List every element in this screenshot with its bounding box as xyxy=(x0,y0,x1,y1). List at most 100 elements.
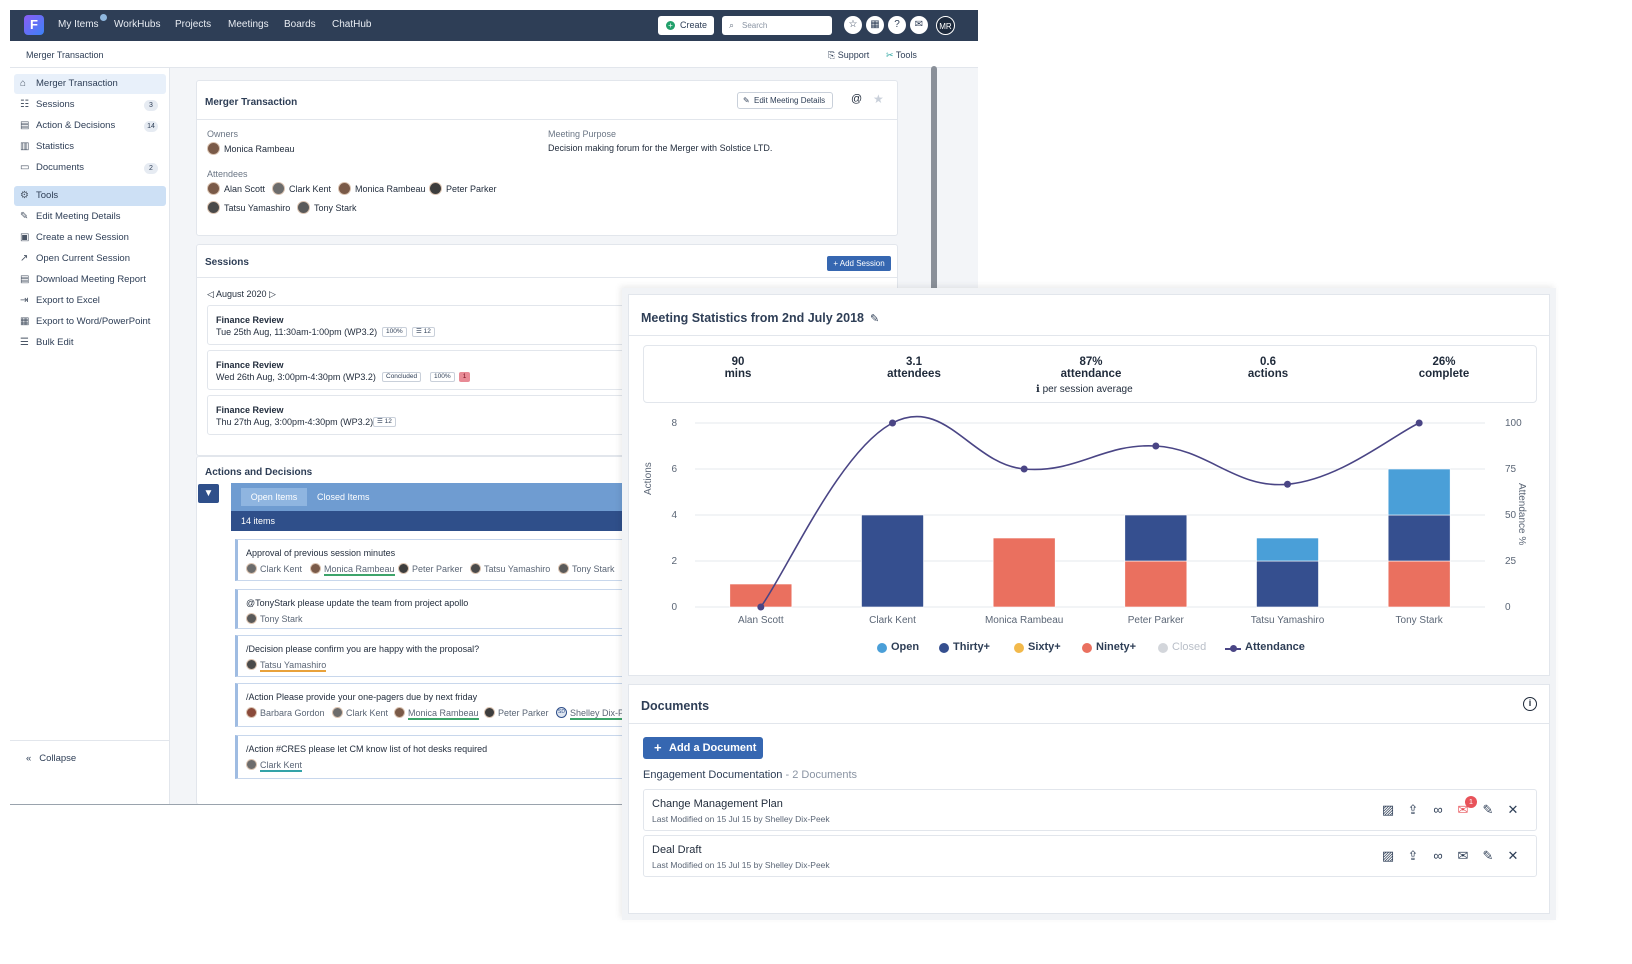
image-icon[interactable]: ▨ xyxy=(1381,802,1395,817)
legend-thirty[interactable]: Thirty+ xyxy=(939,641,990,653)
session-row[interactable]: Finance Review Tue 25th Aug, 11:30am-1:0… xyxy=(207,305,637,345)
add-session-button[interactable]: + Add Session xyxy=(827,256,891,271)
attendee-name: Tony Stark xyxy=(314,203,357,213)
nav-chathub[interactable]: ChatHub xyxy=(332,19,372,30)
edit-meeting-button[interactable]: ✎ Edit Meeting Details xyxy=(737,92,833,109)
attendee: Tony Stark xyxy=(297,201,357,214)
sidebar-item-merger-transaction[interactable]: ⌂ Merger Transaction xyxy=(14,74,166,94)
sidebar-item-download-report[interactable]: ▤ Download Meeting Report xyxy=(14,270,166,290)
close-icon[interactable]: ✕ xyxy=(1507,802,1519,817)
cloud-upload-icon[interactable]: ⇪ xyxy=(1407,802,1419,817)
close-icon[interactable]: ✕ xyxy=(1507,848,1519,863)
summary-attendance: 87% attendance xyxy=(1031,356,1151,380)
tab-open-items[interactable]: Open Items xyxy=(241,488,307,506)
sidebar-item-documents[interactable]: ▭ Documents 2 xyxy=(14,158,166,178)
sidebar-item-statistics[interactable]: ▥ Statistics xyxy=(14,137,166,157)
action-item[interactable]: Approval of previous session minutes Cla… xyxy=(235,539,655,581)
action-item[interactable]: /Action #CRES please let CM know list of… xyxy=(235,735,655,779)
nav-my-items[interactable]: My Items xyxy=(58,19,99,30)
statistics-card: Meeting Statistics from 2nd July 2018 ✎ 9… xyxy=(628,294,1550,676)
document-name[interactable]: Deal Draft xyxy=(652,844,702,856)
support-link[interactable]: ⎘ Support xyxy=(828,50,869,61)
bar-ninety-plus xyxy=(992,537,1056,608)
assignee-name: Peter Parker xyxy=(498,708,549,718)
legend-attendance[interactable]: Attendance xyxy=(1225,641,1305,653)
help-icon[interactable]: ? xyxy=(888,16,906,34)
session-name: Finance Review xyxy=(216,315,284,325)
chevron-left-icon[interactable]: ◁ xyxy=(207,289,216,299)
sidebar-item-export-word[interactable]: ▦ Export to Word/PowerPoint xyxy=(14,312,166,332)
sidebar-item-open-session[interactable]: ↗ Open Current Session xyxy=(14,249,166,269)
attendee-name: Monica Rambeau xyxy=(355,184,426,194)
nav-workhubs[interactable]: WorkHubs xyxy=(114,19,161,30)
legend-sixty[interactable]: Sixty+ xyxy=(1014,641,1061,653)
sidebar-item-export-excel[interactable]: ⇥ Export to Excel xyxy=(14,291,166,311)
app-logo[interactable]: F xyxy=(24,15,44,35)
chevron-right-icon[interactable]: ▷ xyxy=(266,289,276,299)
attendee-name: Alan Scott xyxy=(224,184,266,194)
scrollbar[interactable] xyxy=(931,66,937,296)
image-icon[interactable]: ▨ xyxy=(1381,848,1395,863)
nav-meetings[interactable]: Meetings xyxy=(228,19,269,30)
month-selector[interactable]: ◁ August 2020 ▷ xyxy=(207,289,276,300)
chat-icon[interactable]: ✉ xyxy=(910,16,928,34)
document-row[interactable]: Change Management Plan Last Modified on … xyxy=(643,789,1537,831)
sidebar-item-create-session[interactable]: ▣ Create a new Session xyxy=(14,228,166,248)
pencil-icon[interactable]: ✎ xyxy=(1482,848,1494,863)
filter-icon[interactable]: ▼ xyxy=(198,484,219,503)
collapse-button[interactable]: « Collapse xyxy=(26,753,76,764)
action-item[interactable]: /Decision please confirm you are happy w… xyxy=(235,635,655,677)
comments-icon[interactable]: ✉ xyxy=(1457,802,1469,817)
session-row[interactable]: Finance Review Wed 26th Aug, 3:00pm-4:30… xyxy=(207,350,637,390)
link-icon[interactable]: ∞ xyxy=(1433,802,1443,817)
month-label: August 2020 xyxy=(215,289,267,299)
legend-closed[interactable]: Closed xyxy=(1158,641,1206,653)
pencil-icon: ✎ xyxy=(20,211,29,222)
legend-ninety[interactable]: Ninety+ xyxy=(1082,641,1136,653)
document-icon: ▭ xyxy=(20,162,30,173)
apps-icon[interactable]: ▦ xyxy=(866,16,884,34)
attendee-name: Clark Kent xyxy=(289,184,332,194)
session-row[interactable]: Finance Review Thu 27th Aug, 3:00pm-4:30… xyxy=(207,395,637,435)
assignee-name: Shelley Dix-P xyxy=(570,708,625,720)
tab-closed-items[interactable]: Closed Items xyxy=(317,492,370,502)
document-row[interactable]: Deal Draft Last Modified on 15 Jul 15 by… xyxy=(643,835,1537,877)
document-meta: Last Modified on 15 Jul 15 by Shelley Di… xyxy=(652,860,830,870)
cloud-upload-icon[interactable]: ⇪ xyxy=(1407,848,1419,863)
link-icon[interactable]: ∞ xyxy=(1433,848,1443,863)
pencil-icon[interactable]: ✎ xyxy=(1482,802,1494,817)
sidebar-item-tools[interactable]: ⚙ Tools xyxy=(14,186,166,206)
user-avatar[interactable]: MR xyxy=(936,16,955,35)
comments-icon[interactable]: ✉ xyxy=(1457,848,1469,863)
support-icon: ⎘ xyxy=(828,50,838,60)
favorites-star-icon[interactable]: ☆ xyxy=(844,16,862,34)
owners-label: Owners xyxy=(207,129,239,139)
sidebar-item-bulk-edit[interactable]: ☰ Bulk Edit xyxy=(14,333,166,353)
assignee: Clark Kent xyxy=(246,563,302,574)
nav-boards[interactable]: Boards xyxy=(284,19,316,30)
sidebar-item-edit-meeting[interactable]: ✎ Edit Meeting Details xyxy=(14,207,166,227)
summary-unit: attendance xyxy=(1060,368,1122,380)
nav-projects[interactable]: Projects xyxy=(175,19,212,30)
info-icon[interactable]: i xyxy=(1523,697,1537,711)
legend-open[interactable]: Open xyxy=(877,641,919,653)
sidebar-item-actions[interactable]: ▤ Action & Decisions 14 xyxy=(14,116,166,136)
pencil-icon[interactable]: ✎ xyxy=(870,313,880,325)
document-name[interactable]: Change Management Plan xyxy=(652,798,783,810)
action-item[interactable]: /Action Please provide your one-pagers d… xyxy=(235,683,655,727)
assignee-name: Tatsu Yamashiro xyxy=(260,660,327,672)
assignee: Monica Rambeau xyxy=(310,563,395,576)
session-name: Finance Review xyxy=(216,405,284,415)
search-input[interactable]: ⌕ Search xyxy=(722,16,832,35)
mention-icon[interactable]: @ xyxy=(851,93,863,105)
create-label: Create xyxy=(680,20,708,30)
create-button[interactable]: + Create xyxy=(658,16,714,35)
add-document-button[interactable]: + Add a Document xyxy=(643,737,763,759)
sidebar-item-sessions[interactable]: ☷ Sessions 3 xyxy=(14,95,166,115)
legend-label: Thirty+ xyxy=(953,641,990,653)
tools-link[interactable]: ✂ Tools xyxy=(886,50,917,61)
favorite-star-icon[interactable]: ★ xyxy=(873,92,884,106)
status-chip: Concluded xyxy=(382,372,422,382)
y2-tick-label: 50 xyxy=(1505,510,1517,521)
action-item[interactable]: @TonyStark please update the team from p… xyxy=(235,589,655,629)
